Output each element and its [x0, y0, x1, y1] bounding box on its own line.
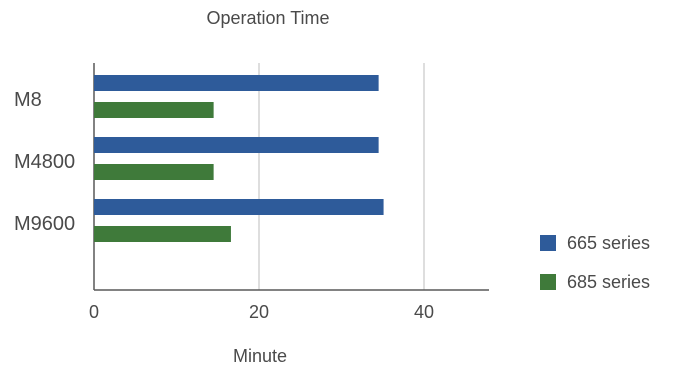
x-tick-label-0: 0 [89, 302, 99, 322]
bar-m9600-685-series [94, 226, 231, 242]
category-labels: M8 M4800 M9600 [14, 89, 75, 235]
chart-title: Operation Time [206, 8, 329, 28]
bars [94, 75, 384, 242]
category-label-m9600: M9600 [14, 213, 75, 235]
x-tick-labels: 0 20 40 [89, 302, 434, 322]
bar-m8-665-series [94, 75, 379, 91]
x-tick-label-20: 20 [249, 302, 269, 322]
x-tick-label-40: 40 [414, 302, 434, 322]
bar-m4800-685-series [94, 164, 214, 180]
category-label-m4800: M4800 [14, 151, 75, 173]
category-label-m8: M8 [14, 89, 42, 111]
x-axis-label: Minute [233, 346, 287, 366]
bar-m4800-665-series [94, 137, 379, 153]
gridlines [258, 63, 425, 290]
legend-swatch-685-series [540, 274, 556, 290]
bar-m8-685-series [94, 102, 214, 118]
bar-m9600-665-series [94, 199, 384, 215]
legend-label-685-series: 685 series [567, 272, 650, 292]
legend: 665 series 685 series [540, 233, 650, 292]
legend-label-665-series: 665 series [567, 233, 650, 253]
legend-swatch-665-series [540, 235, 556, 251]
